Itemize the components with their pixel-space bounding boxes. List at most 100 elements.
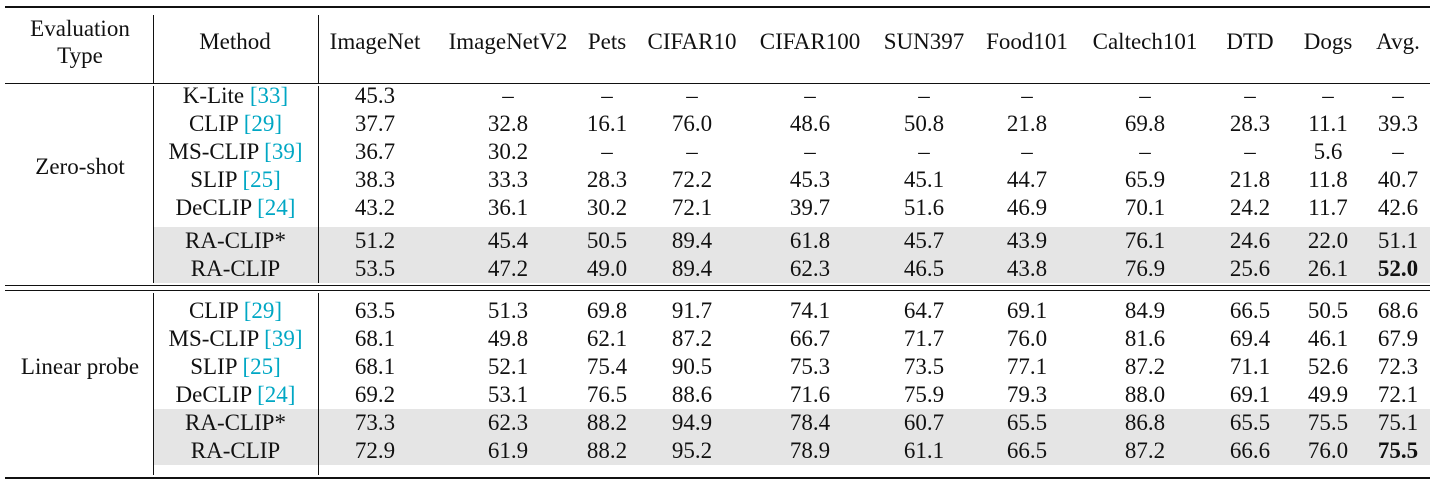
- value-cell: 71.1: [1229, 354, 1271, 379]
- value-cell: 43.9: [1006, 228, 1048, 253]
- value-cell: 30.2: [487, 139, 529, 164]
- value-cell: 87.2: [1124, 438, 1166, 463]
- method-cell: MS-CLIP [39]: [169, 325, 303, 353]
- value-cell: 68.1: [354, 326, 396, 351]
- value-cell: 36.1: [487, 195, 529, 220]
- column-header: Avg.: [1376, 29, 1420, 54]
- value-cell: –: [1392, 83, 1404, 108]
- method-name: SLIP: [190, 354, 243, 379]
- value-cell: –: [918, 83, 930, 108]
- column-header: CIFAR10: [647, 29, 737, 54]
- value-cell: 88.2: [586, 410, 628, 435]
- value-cell: 61.9: [487, 438, 529, 463]
- citation-link[interactable]: [24]: [257, 382, 296, 407]
- column-header: Dogs: [1303, 29, 1353, 54]
- method-cell: RA-CLIP*: [185, 409, 286, 437]
- value-cell: 66.5: [1006, 438, 1048, 463]
- citation-link[interactable]: [25]: [242, 167, 281, 192]
- value-cell: 66.5: [1229, 298, 1271, 323]
- method-name: MS-CLIP: [168, 139, 265, 164]
- value-cell: 50.8: [903, 111, 945, 136]
- value-cell: 16.1: [586, 111, 628, 136]
- value-cell: –: [601, 139, 613, 164]
- value-cell: 73.3: [354, 410, 396, 435]
- column-separator: [318, 15, 319, 83]
- value-cell: 69.8: [586, 298, 628, 323]
- value-cell: 69.1: [1229, 382, 1271, 407]
- value-cell: 68.6: [1377, 298, 1419, 323]
- column-header: ImageNet: [329, 29, 421, 54]
- value-cell: 69.8: [1124, 111, 1166, 136]
- value-cell: 70.1: [1124, 195, 1166, 220]
- value-cell: 71.7: [903, 326, 945, 351]
- value-cell: –: [1392, 139, 1404, 164]
- method-cell: CLIP [29]: [189, 297, 282, 325]
- value-cell: 43.2: [354, 195, 396, 220]
- method-cell: RA-CLIP: [191, 255, 280, 283]
- citation-link[interactable]: [25]: [242, 354, 281, 379]
- value-cell: 72.1: [671, 195, 713, 220]
- value-cell: 88.0: [1124, 382, 1166, 407]
- value-cell: 24.6: [1229, 228, 1271, 253]
- column-header: Method: [199, 29, 271, 54]
- value-cell: 81.6: [1124, 326, 1166, 351]
- value-cell: 50.5: [586, 228, 628, 253]
- citation-link[interactable]: [39]: [264, 139, 303, 164]
- group-label: Zero-shot: [35, 154, 125, 179]
- value-cell: 51.1: [1377, 228, 1419, 253]
- citation-link[interactable]: [24]: [257, 195, 296, 220]
- group-label: Linear probe: [20, 354, 140, 379]
- column-header: Caltech101: [1092, 29, 1198, 54]
- method-name: CLIP: [188, 298, 244, 323]
- citation-link[interactable]: [33]: [249, 83, 289, 108]
- value-cell: 46.1: [1307, 326, 1349, 351]
- value-cell: –: [502, 83, 514, 108]
- value-cell: 11.7: [1308, 195, 1348, 220]
- value-cell: 39.3: [1377, 111, 1419, 136]
- value-cell: 53.1: [487, 382, 529, 407]
- highlight-band: [153, 409, 1430, 465]
- column-separator: [153, 86, 154, 283]
- method-cell: MS-CLIP [39]: [169, 138, 303, 166]
- citation-link[interactable]: [29]: [243, 298, 283, 323]
- value-cell: 46.5: [903, 256, 945, 281]
- value-cell: 79.3: [1006, 382, 1048, 407]
- value-cell: 44.7: [1006, 167, 1048, 192]
- column-header: SUN397: [883, 29, 965, 54]
- method-cell: DeCLIP [24]: [176, 381, 296, 409]
- value-cell: 61.1: [903, 438, 945, 463]
- citation-link[interactable]: [29]: [243, 111, 283, 136]
- value-cell: 33.3: [487, 167, 529, 192]
- value-cell: 60.7: [903, 410, 945, 435]
- value-cell: 94.9: [671, 410, 713, 435]
- value-cell: 88.2: [586, 438, 628, 463]
- method-cell: SLIP [25]: [190, 166, 281, 194]
- value-cell: 76.0: [671, 111, 713, 136]
- value-cell: 30.2: [586, 195, 628, 220]
- value-cell: 95.2: [671, 438, 713, 463]
- citation-link[interactable]: [39]: [264, 326, 303, 351]
- value-cell: 62.1: [586, 326, 628, 351]
- value-cell: 24.2: [1229, 195, 1271, 220]
- method-name: RA-CLIP: [190, 256, 281, 281]
- value-cell: 28.3: [586, 167, 628, 192]
- value-cell: 65.5: [1006, 410, 1048, 435]
- value-cell: 72.3: [1377, 354, 1419, 379]
- method-cell: RA-CLIP*: [185, 227, 286, 255]
- value-cell: –: [1139, 139, 1151, 164]
- method-cell: SLIP [25]: [190, 353, 281, 381]
- value-cell: –: [1021, 83, 1033, 108]
- value-cell: 76.9: [1124, 256, 1166, 281]
- value-cell: 74.1: [789, 298, 831, 323]
- value-cell: 67.9: [1377, 326, 1419, 351]
- method-name: DeCLIP: [175, 382, 258, 407]
- value-cell: 38.3: [354, 167, 396, 192]
- method-cell: K-Lite [33]: [183, 82, 288, 110]
- value-cell: –: [804, 83, 816, 108]
- value-cell: –: [601, 83, 613, 108]
- value-cell: 45.1: [903, 167, 945, 192]
- value-cell: 72.2: [671, 167, 713, 192]
- value-cell: –: [1139, 83, 1151, 108]
- value-cell: 84.9: [1124, 298, 1166, 323]
- method-cell: DeCLIP [24]: [176, 194, 296, 222]
